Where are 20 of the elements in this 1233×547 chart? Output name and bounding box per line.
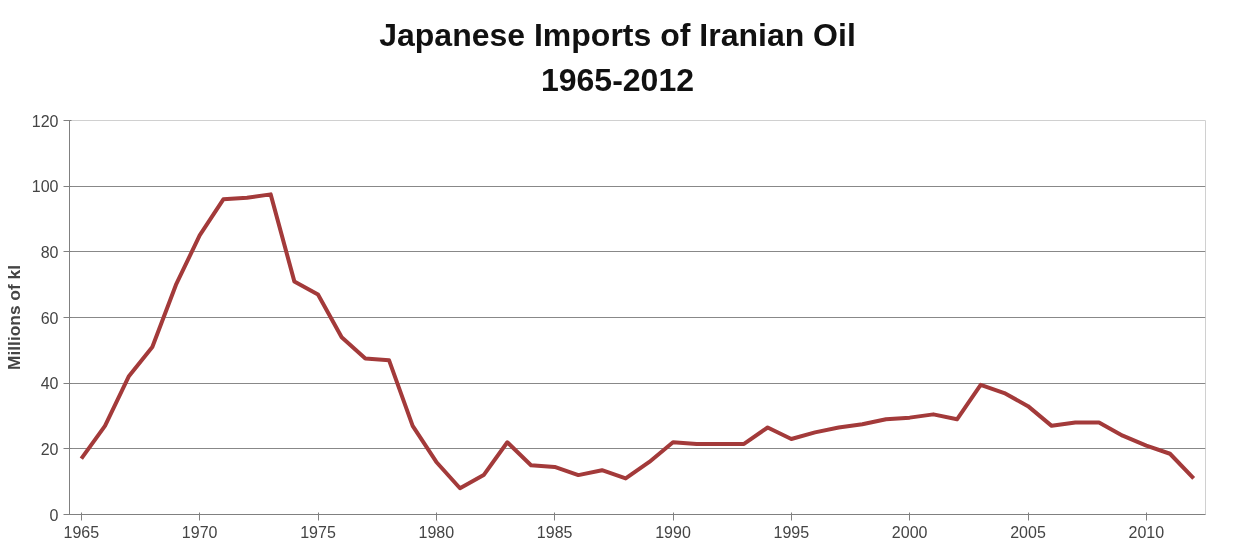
- y-axis-title: Millions of kl: [3, 265, 24, 370]
- y-tick-label: 100: [31, 178, 59, 196]
- x-tick-label: 1975: [300, 523, 336, 541]
- y-tick-label: 20: [40, 440, 59, 458]
- x-tick-label: 1985: [536, 523, 573, 541]
- line-series: [79, 192, 1196, 491]
- y-tick-label: 60: [40, 309, 59, 327]
- x-tick-label: 1965: [63, 523, 100, 541]
- chart-title: Japanese Imports of Iranian Oil 1965-2012: [379, 16, 856, 100]
- x-tick-label: 2010: [1128, 523, 1165, 541]
- y-tick-label: 120: [31, 112, 59, 130]
- x-tick-label: 1990: [655, 523, 691, 541]
- x-tick-label: 2000: [891, 523, 928, 541]
- y-tick-label: 0: [49, 506, 59, 524]
- x-tick-label: 1970: [181, 523, 218, 541]
- x-tick-label: 1980: [418, 523, 455, 541]
- x-tick-label: 2005: [1010, 523, 1046, 541]
- x-tick-label: 1995: [773, 523, 810, 541]
- y-tick-label: 80: [40, 243, 59, 261]
- y-tick-label: 40: [40, 375, 59, 393]
